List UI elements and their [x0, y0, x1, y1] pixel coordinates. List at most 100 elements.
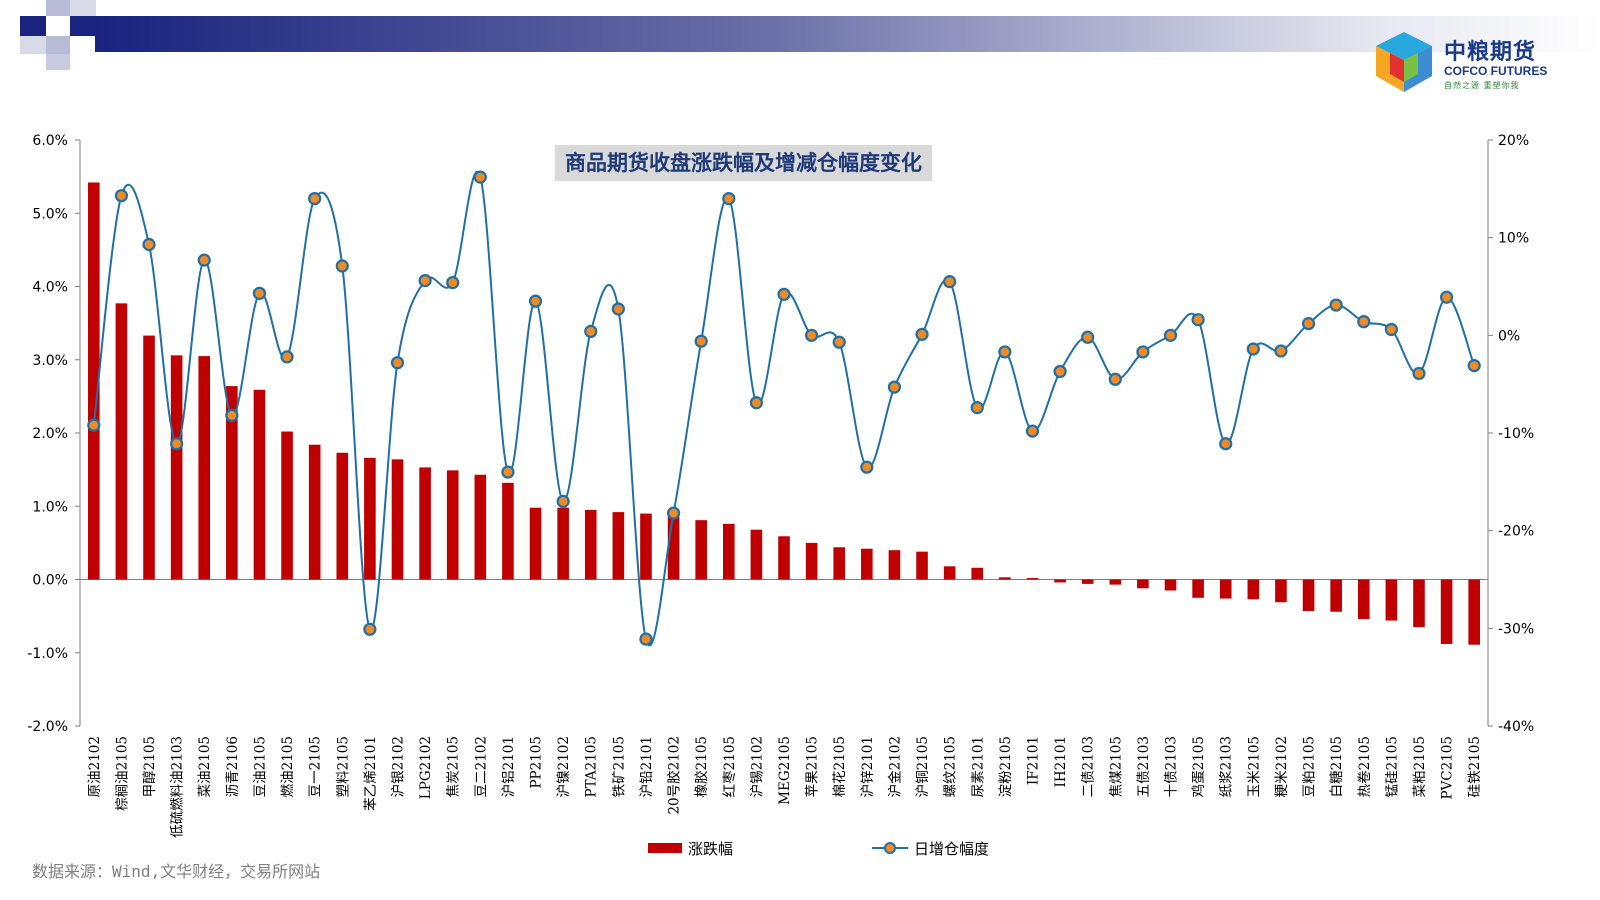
x-tick-label: 棕榈油2105: [114, 736, 130, 811]
line-point: [308, 192, 322, 206]
bar: [1357, 579, 1370, 620]
x-tick-label: 尿素2101: [970, 736, 986, 797]
right-tick-label: 20%: [1498, 133, 1529, 149]
legend-bar-swatch-icon: [648, 843, 682, 853]
x-tick-label: 沪镍2102: [556, 736, 572, 797]
bar: [198, 356, 211, 580]
line-point: [501, 465, 515, 479]
line-point: [584, 324, 598, 339]
line-point: [943, 275, 957, 289]
line-point: [611, 302, 625, 316]
bar: [612, 512, 625, 580]
x-tick-label: 豆一2105: [308, 736, 324, 797]
x-tick-label: 低硫燃料油2103: [169, 736, 186, 838]
bar: [170, 355, 183, 580]
right-tick-label: 0%: [1498, 328, 1520, 344]
x-tick-label: 20号胶2102: [666, 736, 683, 815]
line-point: [87, 418, 101, 432]
bar: [1192, 579, 1204, 598]
line-point: [390, 356, 405, 370]
x-tick-label: 塑料2105: [335, 736, 351, 797]
x-tick-label: 锰硅2105: [1384, 736, 1400, 797]
bar: [1219, 579, 1232, 599]
bar: [1385, 579, 1398, 621]
x-tick-label: 铁矿2105: [611, 736, 627, 797]
line-point: [722, 192, 736, 206]
bar: [1026, 578, 1039, 580]
line-point: [1467, 359, 1481, 373]
bar: [419, 467, 431, 580]
left-tick-label: 4.0%: [32, 280, 68, 296]
brand-logo: 中粮期货 COFCO FUTURES 自然之源 重塑你我: [1372, 28, 1572, 96]
bar: [1440, 579, 1453, 644]
x-tick-label: 苯乙烯2101: [363, 736, 379, 811]
brand-name-cn: 中粮期货: [1444, 40, 1537, 65]
x-tick-label: 橡胶2105: [693, 736, 710, 797]
bar: [1137, 579, 1149, 589]
x-tick-label: 纸浆2103: [1219, 736, 1235, 797]
data-source-note: 数据来源：Wind,文华财经，交易所网站: [32, 862, 321, 881]
right-tick-label: -10%: [1498, 426, 1534, 442]
right-y-axis: -40% -30% -20% -10% 0% 10% 20%: [1487, 133, 1534, 735]
x-tick-label: PVC2105: [1440, 736, 1456, 800]
right-tick-label: -20%: [1498, 524, 1534, 540]
bar: [971, 567, 984, 580]
bar: [750, 529, 763, 580]
bar: [805, 542, 818, 580]
legend-line-marker-icon: [872, 842, 908, 854]
x-tick-label: 豆粕2105: [1302, 736, 1318, 797]
line-point: [1108, 372, 1122, 386]
x-tick-label: 五债2103: [1136, 736, 1152, 797]
legend-item-bar: 涨跌幅: [648, 836, 733, 860]
chart-legend: 涨跌幅 日增仓幅度: [0, 836, 1600, 860]
brand-slogan: 自然之源 重塑你我: [1444, 81, 1520, 90]
line-point: [832, 335, 846, 349]
x-tick-label: 二债2103: [1081, 736, 1097, 797]
header-banner: [20, 0, 1600, 70]
bar: [226, 386, 238, 580]
line-point: [1246, 342, 1260, 356]
line-point: [666, 506, 681, 520]
bar: [1330, 579, 1342, 612]
x-tick-label: IH2101: [1053, 736, 1069, 787]
x-tick-label: 沪金2102: [887, 736, 903, 797]
line-point: [335, 259, 349, 273]
x-axis-labels: 原油2102 棕榈油2105 甲醇2105 低硫燃料油2103 菜油2105 沥青2106…: [87, 736, 1483, 838]
left-tick-label: 1.0%: [32, 499, 68, 515]
bar: [1081, 579, 1094, 584]
line-point: [170, 437, 184, 451]
bar: [502, 482, 514, 580]
bar: [281, 431, 293, 580]
bar: [667, 514, 680, 580]
x-tick-label: 十债2103: [1164, 736, 1180, 797]
x-tick-label: 红枣2105: [722, 736, 738, 797]
line-point: [1274, 344, 1288, 358]
x-tick-label: PP2105: [529, 736, 545, 789]
line-point: [805, 328, 819, 342]
right-tick-label: 10%: [1498, 231, 1529, 247]
bar: [1164, 579, 1177, 591]
change-bars: [88, 182, 1480, 645]
bar: [833, 547, 846, 580]
logo-cube-icon: [1376, 32, 1432, 92]
line-point: [1357, 315, 1371, 329]
bar: [695, 520, 707, 580]
x-tick-label: 燃油2105: [279, 736, 296, 797]
x-tick-label: 螺纹2105: [943, 736, 959, 797]
bar: [143, 335, 155, 580]
bar: [1109, 579, 1122, 585]
legend-item-line: 日增仓幅度: [872, 836, 989, 860]
line-point: [639, 632, 653, 646]
x-tick-label: 菜粕2105: [1412, 736, 1428, 797]
line-point: [252, 286, 267, 300]
x-tick-label: 原油2102: [87, 736, 103, 797]
x-tick-label: 菜油2105: [197, 736, 213, 797]
x-tick-label: 棉花2105: [832, 736, 848, 797]
bar: [888, 550, 901, 580]
left-tick-label: -1.0%: [27, 646, 68, 662]
line-point: [225, 408, 239, 423]
bar: [336, 452, 349, 580]
bar: [253, 389, 266, 580]
right-tick-label: -30%: [1498, 621, 1534, 637]
